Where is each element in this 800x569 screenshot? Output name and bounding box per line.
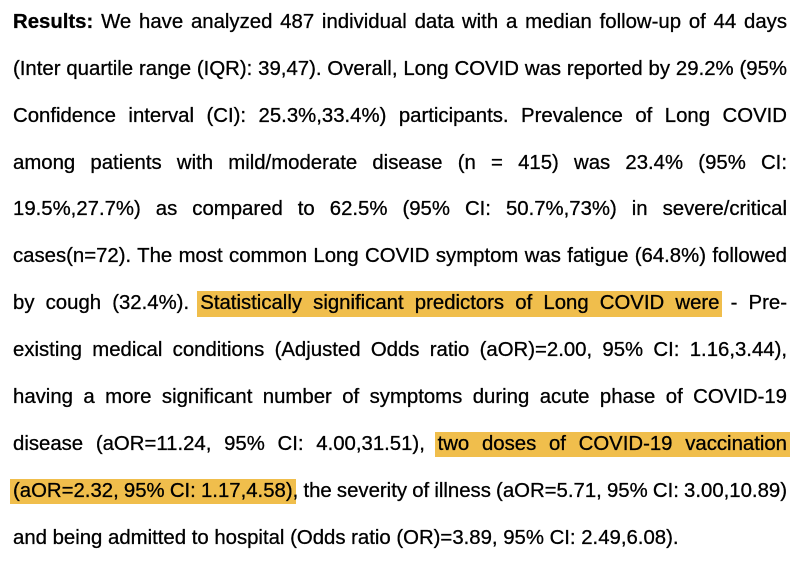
text-run: (Inter quartile range (IQR): 39,47). Ove…: [13, 57, 787, 80]
highlighted-text: (aOR=2.32, 95% CI: 1.17,4.58): [10, 479, 296, 505]
text-run: having a more significant number of symp…: [13, 386, 787, 409]
paragraph-line-8: existing medical conditions (Adjusted Od…: [13, 327, 787, 374]
paragraph-line-10: disease (aOR=11.24, 95% CI: 4.00,31.51),…: [13, 421, 790, 468]
paragraph-line-2: (Inter quartile range (IQR): 39,47). Ove…: [13, 46, 787, 93]
paragraph-line-5: 19.5%,27.7%) as compared to 62.5% (95% C…: [13, 186, 787, 233]
highlighted-text: two doses of COVID-19 vaccination: [434, 432, 790, 458]
paragraph-line-3: Confidence interval (CI): 25.3%,33.4%) p…: [13, 93, 787, 140]
paragraph-line-6: cases(n=72). The most common Long COVID …: [13, 233, 787, 280]
paragraph-line-11: (aOR=2.32, 95% CI: 1.17,4.58), the sever…: [10, 468, 787, 515]
paragraph-line-1: Results: We have analyzed 487 individual…: [13, 0, 787, 46]
text-run: Confidence interval (CI): 25.3%,33.4%) p…: [13, 104, 787, 127]
highlighted-text: Statistically significant predictors of …: [197, 291, 723, 317]
text-run: 19.5%,27.7%) as compared to 62.5% (95% C…: [13, 198, 787, 221]
paragraph-line-4: among patients with mild/moderate diseas…: [13, 140, 787, 187]
paragraph-line-7: by cough (32.4%). Statistically signific…: [13, 280, 787, 327]
text-run: existing medical conditions (Adjusted Od…: [13, 339, 787, 362]
section-label: Results:: [13, 10, 94, 33]
text-run: , the severity of illness (aOR=5.71, 95%…: [292, 479, 787, 502]
text-run: cases(n=72). The most common Long COVID …: [13, 245, 787, 268]
results-paragraph: Results: We have analyzed 487 individual…: [10, 0, 790, 562]
text-run: disease (aOR=11.24, 95% CI: 4.00,31.51),: [13, 432, 438, 455]
text-run: by cough (32.4%).: [13, 292, 201, 315]
text-run: among patients with mild/moderate diseas…: [13, 151, 787, 174]
text-run: We have analyzed 487 individual data wit…: [93, 10, 787, 33]
paragraph-line-12: and being admitted to hospital (Odds rat…: [13, 515, 787, 562]
paragraph-line-9: having a more significant number of symp…: [13, 374, 787, 421]
text-run: - Pre-: [719, 292, 787, 315]
text-run: and being admitted to hospital (Odds rat…: [13, 526, 679, 549]
